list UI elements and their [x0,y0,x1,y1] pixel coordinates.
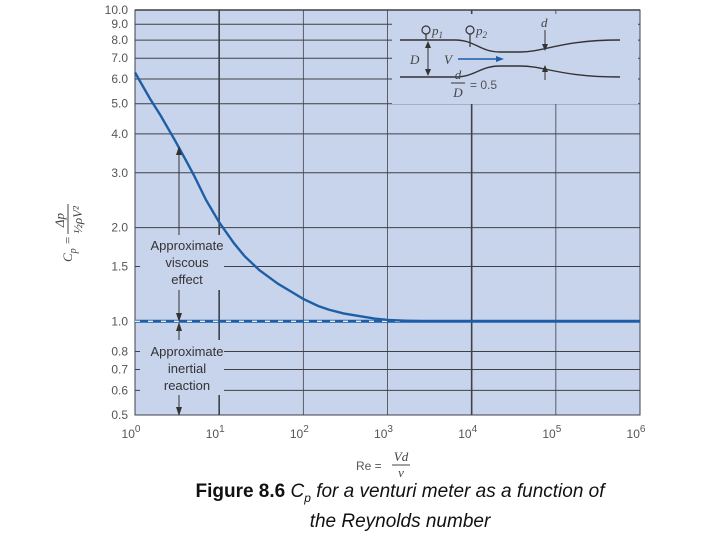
x-tick-label-2: 102 [290,424,309,441]
viscous-arrow-head-up [176,146,182,155]
y-tick-label-7: 3.0 [111,166,128,180]
inertial-label-line-3: reaction [164,378,210,393]
x-tick-label-5: 105 [542,424,561,441]
caption-line-1: Figure 8.6 Cp for a venturi meter as a f… [120,480,680,510]
viscous-label-line-2: viscous [165,255,209,270]
D-arrow-bottom [425,69,431,76]
y-tick-label-6: 4.0 [111,127,128,141]
series-line [133,71,640,323]
p1-label: p1 [431,23,443,40]
plot-border [134,9,641,416]
chart: 10.09.0 8.0 7.0 6.0 5.0 4.0 3.0 2.0 1.5 1.0 0.8 0.7… [52,3,646,480]
D-arrow-top [425,41,431,48]
y-tick-label-4: 6.0 [111,72,128,86]
flow-arrow-head [496,56,504,62]
venturi-lower-wall [400,65,621,78]
D-label: D [409,52,420,67]
y-label-numerator: Δp [52,212,67,228]
viscous-arrow-head-down [176,313,182,322]
y-tick-label-12: 0.7 [111,363,128,377]
V-label: V [444,52,454,67]
y-tick-label-10: 1.0 [111,314,128,328]
venturi-upper-wall [400,39,621,53]
x-tick-label-6: 106 [627,424,646,441]
p2-tap-bulb [465,25,475,35]
viscous-label-line-1: Approximate [151,238,224,253]
viscous-label-line-3: effect [171,272,203,287]
ratio-value: = 0.5 [470,78,497,92]
inertial-label-bg [140,340,224,395]
y-tick-label-0: 10.0 [105,3,129,17]
y-tick-label-14: 0.5 [111,408,128,422]
x-tick-label-0: 100 [122,424,141,441]
inertial-label-line-1: Approximate [151,344,224,359]
x-label-main: Re = [356,459,382,473]
y-tick-label-11: 0.8 [111,344,128,358]
caption-text: for a venturi meter as a function of [310,481,605,502]
y-tick-label-1: 9.0 [111,17,128,31]
caption-number: Figure 8.6 [195,481,286,502]
inertial-label-line-2: inertial [168,361,206,376]
y-label-equals: = [60,237,75,244]
ratio-numerator: d [455,67,462,82]
inertial-annotation: Approximate inertial reaction [140,322,224,416]
d-label: d [541,15,548,30]
x-axis-label: Re = Vd ν [356,449,410,480]
y-axis-label: Cp = Δp ½ρV² [52,204,85,262]
inset-bg [392,14,638,104]
y-tick-label-13: 0.6 [111,383,128,397]
x-tick-label-3: 103 [374,424,393,441]
y-label-symbol: Cp [60,248,79,262]
y-tick-label-2: 8.0 [111,33,128,47]
inertial-arrow-head-down [176,407,182,416]
d-arrow-top [542,44,548,51]
inertial-arrow-head-up [176,322,182,331]
y-tick-label-9: 1.5 [111,259,128,273]
d-arrow-bottom [542,65,548,72]
venturi-inset: p1 p2 D V d d D = 0.5 [392,14,638,104]
caption-symbol: Cp [290,481,311,505]
ratio-denominator: D [452,85,463,100]
viscous-label-bg [140,235,224,290]
y-tick-labels: 10.09.0 8.0 7.0 6.0 5.0 4.0 3.0 2.0 1.5 1.0 0.8 0.7… [105,3,129,422]
p1-tap-bulb [421,25,431,35]
x-tick-labels: 100 101 102 103 104 105 106 [122,424,646,441]
p2-label: p2 [475,23,488,40]
viscous-annotation: Approximate viscous effect [140,146,224,322]
y-tick-label-8: 2.0 [111,221,128,235]
x-label-denominator: ν [398,465,404,480]
x-tick-label-1: 101 [206,424,225,441]
y-tick-label-5: 5.0 [111,97,128,111]
x-tick-label-4: 104 [458,424,477,441]
y-tick-label-3: 7.0 [111,51,128,65]
caption-line-2: the Reynolds number [309,510,491,532]
figure-caption: Figure 8.6 Cp for a venturi meter as a f… [120,480,680,534]
x-label-numerator: Vd [394,449,409,464]
y-label-denominator: ½ρV² [70,205,85,234]
